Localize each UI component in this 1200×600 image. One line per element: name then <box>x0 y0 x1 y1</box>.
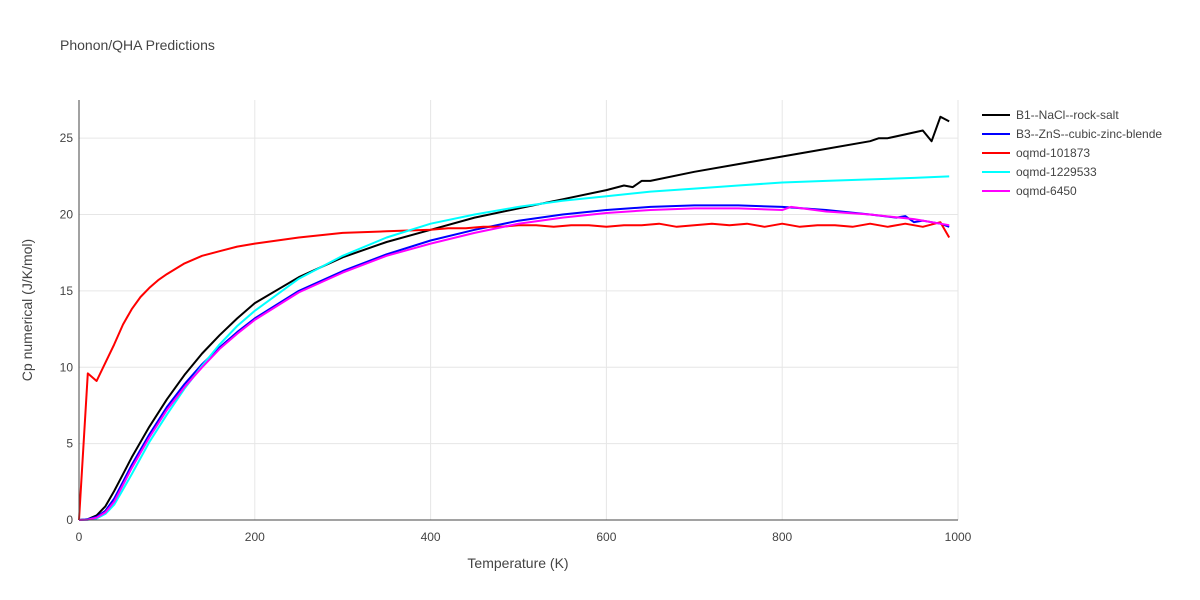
x-tick-label: 0 <box>76 530 83 544</box>
x-axis-title: Temperature (K) <box>467 555 568 571</box>
y-tick-label: 15 <box>60 284 74 298</box>
series-line-3 <box>78 221 951 521</box>
legend-label: B1--NaCl--rock-salt <box>1016 108 1119 122</box>
legend-label: oqmd-101873 <box>1016 146 1090 160</box>
y-tick-label: 25 <box>60 131 74 145</box>
grid <box>78 100 959 521</box>
x-tick-label: 600 <box>596 530 616 544</box>
x-tick-label: 800 <box>772 530 792 544</box>
y-tick-label: 10 <box>60 360 74 374</box>
legend-label: oqmd-1229533 <box>1016 165 1097 179</box>
legend: B1--NaCl--rock-salt B3--ZnS--cubic-zinc-b… <box>982 108 1162 198</box>
series-line-1 <box>78 115 950 521</box>
y-tick-label: 5 <box>66 437 73 451</box>
series-line-2 <box>78 204 950 521</box>
x-tick-label: 200 <box>245 530 265 544</box>
axes: 0 200 400 600 800 1000 0 5 10 15 20 25 <box>60 100 972 544</box>
y-axis-title: Cp numerical (J/K/mol) <box>19 239 35 381</box>
x-tick-label: 1000 <box>945 530 972 544</box>
legend-label: oqmd-6450 <box>1016 184 1077 198</box>
y-tick-label: 20 <box>60 208 74 222</box>
plot-area <box>78 115 951 521</box>
legend-label: B3--ZnS--cubic-zinc-blende <box>1016 127 1162 141</box>
x-tick-label: 400 <box>421 530 441 544</box>
y-tick-label: 0 <box>66 513 73 527</box>
series-line-5 <box>78 205 950 521</box>
chart-title: Phonon/QHA Predictions <box>60 37 215 53</box>
series-line-4 <box>78 175 950 521</box>
